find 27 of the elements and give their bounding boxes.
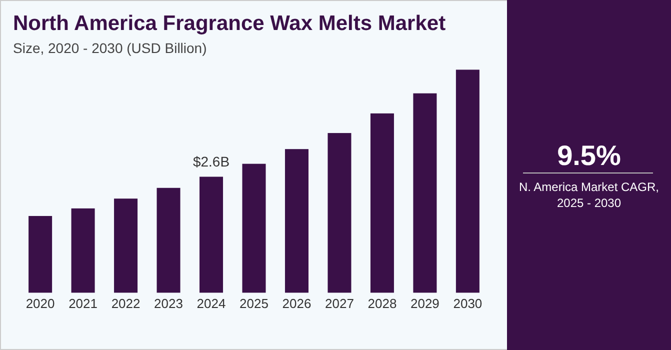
x-tick-label: 2025 [240, 296, 268, 311]
bar [370, 113, 394, 293]
bar [28, 216, 52, 293]
x-tick-label: 2022 [111, 296, 140, 311]
bar [114, 198, 138, 293]
bar [413, 93, 437, 293]
x-tick-label: 2030 [453, 296, 482, 311]
bar [71, 208, 95, 293]
x-tick-label: 2023 [154, 296, 183, 311]
x-tick-label: 2024 [196, 296, 226, 311]
bar [242, 164, 266, 293]
chart-title: North America Fragrance Wax Melts Market [13, 12, 446, 35]
text: 9.5% [557, 140, 622, 171]
chart-subtitle: Size, 2020 - 2030 (USD Billion) [13, 40, 207, 56]
bar [456, 70, 480, 293]
x-tick-label: 2029 [410, 296, 440, 311]
x-tick-label: 2027 [325, 296, 354, 311]
x-tick-label: 2021 [68, 296, 98, 311]
data-label: $2.6B [192, 154, 230, 170]
x-tick-label: 2020 [26, 296, 55, 311]
bar [156, 188, 180, 293]
bar [200, 176, 224, 293]
bar [328, 133, 352, 293]
text: N. America Market CAGR, 2025 - 2030 [518, 180, 660, 210]
x-tick-label: 2026 [282, 296, 312, 311]
bar [284, 149, 308, 293]
x-tick-label: 2028 [368, 296, 397, 311]
